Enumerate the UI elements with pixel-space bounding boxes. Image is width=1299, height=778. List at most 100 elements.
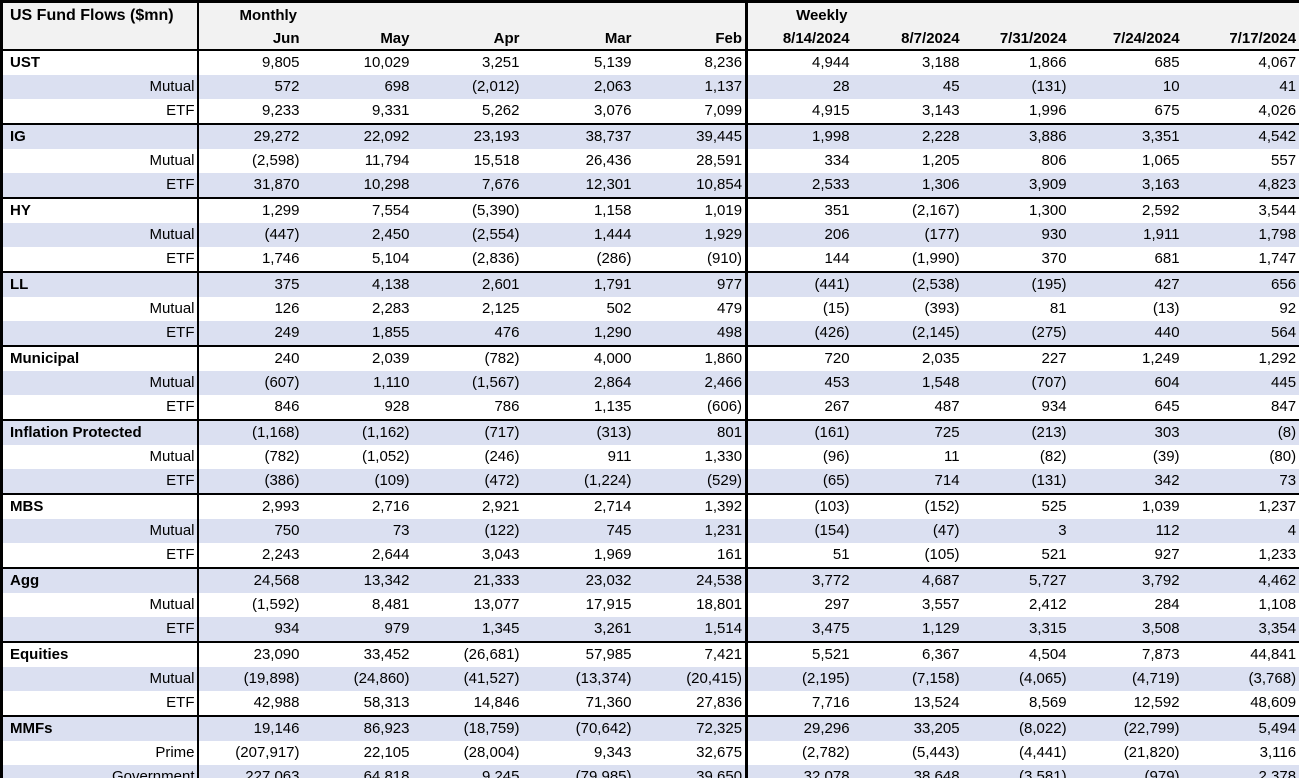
value-cell: (18,759) bbox=[417, 714, 528, 741]
sub-row-label: ETF bbox=[1, 320, 199, 346]
value-cell: 12,592 bbox=[1133, 693, 1180, 711]
group-label: LL bbox=[1, 270, 199, 297]
value-cell: 5,104 bbox=[371, 249, 410, 267]
value-cell: (13) bbox=[1152, 299, 1180, 317]
sub-row-label: ETF bbox=[1, 394, 199, 420]
value-cell: 8,236 bbox=[639, 48, 747, 75]
group-label: MBS bbox=[1, 492, 199, 519]
value-cell: (472) bbox=[484, 471, 520, 489]
value-cell: 144 bbox=[745, 246, 858, 272]
value-cell: 29,296 bbox=[745, 714, 858, 741]
value-cell: 2,714 bbox=[527, 492, 640, 519]
value-cell: (782) bbox=[417, 344, 528, 371]
value-cell: 1,929 bbox=[704, 225, 743, 243]
value-cell: 525 bbox=[967, 492, 1075, 519]
value-cell: 9,805 bbox=[197, 48, 308, 75]
value-cell: 1,158 bbox=[527, 196, 640, 223]
value-cell: 2,993 bbox=[197, 492, 308, 519]
value-cell: 1,205 bbox=[922, 151, 960, 169]
value-cell: 370 bbox=[1041, 249, 1067, 267]
value-cell: 297 bbox=[745, 592, 858, 617]
value-cell: 9,245 bbox=[481, 767, 520, 778]
value-cell: 10,029 bbox=[307, 48, 418, 75]
value-cell: (313) bbox=[527, 418, 640, 445]
group-label: UST bbox=[1, 48, 199, 75]
value-cell: (3,768) bbox=[1248, 669, 1297, 687]
value-cell: 1,299 bbox=[197, 196, 308, 223]
value-cell: (1,052) bbox=[361, 447, 410, 465]
value-cell: (529) bbox=[707, 471, 743, 489]
weekly-col-header: 7/17/2024 bbox=[1187, 28, 1299, 51]
value-cell: 24,538 bbox=[639, 566, 747, 593]
value-cell: 7,421 bbox=[639, 640, 747, 667]
value-cell: (3,581) bbox=[1019, 767, 1067, 778]
weekly-col-header: 8/7/2024 bbox=[857, 28, 968, 51]
sub-row-label: Mutual bbox=[1, 370, 199, 395]
detail-row: Mutual 750 73 (122) 745 1,231 (154) (47) 3 112 4 bbox=[1, 518, 1299, 543]
value-cell: (1,990) bbox=[912, 249, 960, 267]
column-header-row: Jun May Apr Mar Feb 8/14/2024 8/7/2024 7… bbox=[1, 28, 1299, 51]
value-cell: 1,969 bbox=[593, 545, 632, 563]
sub-row-label: Mutual bbox=[1, 592, 199, 617]
value-cell: 1,110 bbox=[373, 373, 410, 391]
value-cell: 476 bbox=[494, 323, 520, 341]
value-cell: 23,090 bbox=[197, 640, 308, 667]
value-cell: 479 bbox=[717, 299, 743, 317]
value-cell: 3,351 bbox=[1074, 122, 1188, 149]
value-cell: 44,841 bbox=[1187, 640, 1299, 667]
value-cell: 2,063 bbox=[593, 77, 632, 95]
value-cell: 28,591 bbox=[696, 151, 743, 169]
sub-row-label: Mutual bbox=[1, 666, 199, 691]
value-cell: 227 bbox=[967, 344, 1075, 371]
monthly-section-label: Monthly bbox=[239, 7, 298, 25]
value-cell: 3,508 bbox=[1142, 619, 1180, 637]
value-cell: 33,205 bbox=[857, 714, 968, 741]
value-cell: (246) bbox=[484, 447, 520, 465]
value-cell: (103) bbox=[745, 492, 858, 519]
group-total-row: MMFs 19,146 86,923 (18,759) (70,642) 72,325 29… bbox=[1, 714, 1299, 741]
value-cell: 4 bbox=[1287, 521, 1297, 539]
value-cell: (386) bbox=[264, 471, 300, 489]
value-cell: 4,823 bbox=[1258, 175, 1297, 193]
value-cell: 51 bbox=[745, 542, 858, 568]
value-cell: 1,300 bbox=[967, 196, 1075, 223]
sub-row-label: ETF bbox=[1, 616, 199, 642]
value-cell: 375 bbox=[197, 270, 308, 297]
value-cell: (1,162) bbox=[307, 418, 418, 445]
value-cell: 3,909 bbox=[1029, 175, 1067, 193]
value-cell: 18,801 bbox=[696, 595, 743, 613]
value-cell: 1,998 bbox=[745, 122, 858, 149]
group-total-row: UST 9,805 10,029 3,251 5,139 8,236 4,944 3,188 1… bbox=[1, 48, 1299, 75]
value-cell: 4,687 bbox=[857, 566, 968, 593]
value-cell: 1,233 bbox=[1258, 545, 1297, 563]
value-cell: 11,794 bbox=[364, 151, 410, 169]
value-cell: 4,542 bbox=[1187, 122, 1299, 149]
value-cell: 572 bbox=[274, 77, 300, 95]
value-cell: (275) bbox=[1031, 323, 1067, 341]
value-cell: 2,450 bbox=[371, 225, 410, 243]
value-cell: 1,039 bbox=[1074, 492, 1188, 519]
value-cell: (161) bbox=[745, 418, 858, 445]
detail-row: ETF 31,870 10,298 7,676 12,301 10,854 2,533 1,3… bbox=[1, 172, 1299, 198]
value-cell: 206 bbox=[745, 222, 858, 247]
sub-row-label: ETF bbox=[1, 172, 199, 198]
value-cell: 1,444 bbox=[593, 225, 632, 243]
value-cell: 1,747 bbox=[1258, 249, 1297, 267]
detail-row: ETF 42,988 58,313 14,846 71,360 27,836 7,716 13… bbox=[1, 690, 1299, 716]
value-cell: (177) bbox=[924, 225, 960, 243]
value-cell: 911 bbox=[607, 447, 632, 465]
value-cell: 2,466 bbox=[704, 373, 743, 391]
value-cell: 2,243 bbox=[261, 545, 300, 563]
group-total-row: Equities 23,090 33,452 (26,681) 57,985 7,421 5… bbox=[1, 640, 1299, 667]
value-cell: (213) bbox=[967, 418, 1075, 445]
group-total-row: Municipal 240 2,039 (782) 4,000 1,860 720 2,035… bbox=[1, 344, 1299, 371]
group-total-row: Agg 24,568 13,342 21,333 23,032 24,538 3,772 4,… bbox=[1, 566, 1299, 593]
value-cell: 786 bbox=[494, 397, 520, 415]
value-cell: 21,333 bbox=[417, 566, 528, 593]
value-cell: 9,343 bbox=[593, 743, 632, 761]
value-cell: 2,039 bbox=[307, 344, 418, 371]
value-cell: 3,143 bbox=[922, 101, 960, 119]
value-cell: 1,292 bbox=[1187, 344, 1299, 371]
value-cell: 3,354 bbox=[1258, 619, 1297, 637]
